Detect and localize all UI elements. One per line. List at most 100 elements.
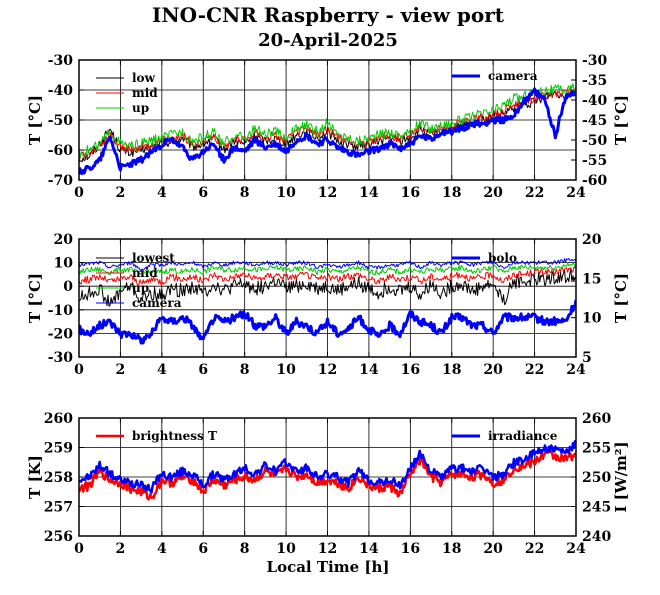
- series-line-up: [79, 82, 576, 159]
- x-tick-label: 18: [442, 185, 461, 201]
- panel-bottom: 0 2 4 6 8 10 12 14 16 18 20 22 242562572582592602402…: [26, 411, 630, 557]
- x-tick-label: 8: [240, 185, 250, 201]
- x-tick-label: 6: [198, 185, 208, 201]
- figure-title: INO-CNR Raspberry - view port: [152, 3, 505, 27]
- x-tick-label: 0: [74, 362, 84, 378]
- y-right-tick-label: -55: [582, 153, 607, 169]
- series-line-low: [79, 90, 576, 163]
- y-left-tick-label: 257: [44, 500, 73, 516]
- x-tick-label: 24: [566, 362, 586, 378]
- x-tick-label: 8: [240, 541, 250, 557]
- panel-middle: 0 2 4 6 8 10 12 14 16 18 20 22 24-30-20-100102051015…: [26, 232, 630, 378]
- y-left-tick-label: -10: [48, 303, 74, 319]
- legend-label: up: [132, 281, 149, 295]
- y-left-tick-label: 256: [44, 529, 73, 545]
- series-line-lowest: [79, 268, 576, 307]
- x-tick-label: 10: [276, 362, 296, 378]
- y-right-tick-label: -30: [582, 53, 608, 69]
- y-right-label: T [°C]: [612, 273, 630, 323]
- y-left-label: T [K]: [26, 455, 44, 499]
- x-tick-label: 18: [442, 362, 461, 378]
- x-tick-label: 8: [240, 362, 250, 378]
- x-tick-label: 16: [401, 362, 420, 378]
- legend-label: bolo: [488, 251, 517, 265]
- legend-label: brightness T: [132, 429, 217, 443]
- y-left-label: T [°C]: [26, 95, 44, 145]
- legend-label: up: [132, 101, 149, 115]
- y-right-tick-label: 240: [582, 529, 611, 545]
- y-right-label: I [W/m²]: [612, 441, 630, 512]
- series-line-brightness-T: [79, 449, 576, 501]
- x-tick-label: 20: [483, 541, 503, 557]
- y-left-tick-label: -40: [48, 83, 74, 99]
- x-axis-label: Local Time [h]: [267, 558, 390, 576]
- y-left-tick-label: -50: [48, 113, 74, 129]
- y-right-tick-label: -40: [582, 93, 608, 109]
- x-tick-label: 12: [318, 185, 337, 201]
- x-tick-label: 2: [116, 541, 126, 557]
- figure-subtitle: 20-April-2025: [258, 30, 398, 51]
- x-tick-label: 0: [74, 541, 84, 557]
- legend-label: low: [132, 71, 156, 85]
- y-right-tick-label: 245: [582, 500, 611, 516]
- panels: 0 2 4 6 8 10 12 14 16 18 20 22 24-70-60-50-40-30-60-…: [26, 53, 630, 557]
- legend-label: mid: [132, 266, 158, 280]
- series-line-mid: [79, 86, 576, 160]
- legend-label: camera: [132, 296, 182, 310]
- legend-label: camera: [488, 69, 538, 83]
- series-line-bolo: [79, 299, 576, 345]
- y-right-label: T [°C]: [612, 95, 630, 145]
- x-tick-label: 16: [401, 541, 420, 557]
- y-right-tick-label: -35: [582, 73, 607, 89]
- y-left-tick-label: -30: [48, 350, 74, 366]
- series-group: [79, 258, 576, 345]
- y-left-tick-label: 258: [44, 470, 73, 486]
- x-tick-label: 24: [566, 185, 586, 201]
- y-right-tick-label: 10: [582, 311, 602, 327]
- series-group: [79, 82, 576, 175]
- y-left-tick-label: 259: [44, 441, 73, 457]
- y-left-tick-label: -60: [48, 143, 74, 159]
- y-left-tick-label: 0: [63, 279, 73, 295]
- y-right-tick-label: 260: [582, 411, 611, 427]
- x-tick-label: 6: [198, 362, 208, 378]
- legend-label: irradiance: [488, 429, 558, 443]
- y-left-tick-label: 20: [54, 232, 74, 248]
- y-right-tick-label: 20: [582, 232, 602, 248]
- x-tick-label: 4: [157, 541, 167, 557]
- x-tick-label: 6: [198, 541, 208, 557]
- x-tick-label: 12: [318, 362, 337, 378]
- y-right-tick-label: 255: [582, 441, 611, 457]
- series-line-mid: [79, 266, 576, 286]
- x-tick-label: 20: [483, 185, 503, 201]
- x-tick-label: 4: [157, 185, 167, 201]
- x-tick-label: 4: [157, 362, 167, 378]
- y-right-tick-label: 250: [582, 470, 611, 486]
- x-tick-label: 14: [359, 362, 379, 378]
- y-right-tick-label: -50: [582, 133, 608, 149]
- x-tick-label: 14: [359, 185, 379, 201]
- x-tick-label: 22: [525, 541, 544, 557]
- y-right-tick-label: -60: [582, 173, 608, 189]
- y-left-label: T [°C]: [26, 273, 44, 323]
- series-line-camera: [79, 258, 576, 271]
- legend-label: lowest: [132, 251, 175, 265]
- x-tick-label: 22: [525, 185, 544, 201]
- y-right-tick-label: 15: [582, 271, 601, 287]
- x-tick-label: 0: [74, 185, 84, 201]
- x-tick-label: 10: [276, 185, 296, 201]
- x-tick-label: 22: [525, 362, 544, 378]
- y-left-tick-label: -30: [48, 53, 74, 69]
- y-left-tick-label: -20: [48, 326, 74, 342]
- legend-label: mid: [132, 86, 158, 100]
- y-left-tick-label: -70: [48, 173, 74, 189]
- series-line-up: [79, 262, 576, 277]
- x-tick-label: 16: [401, 185, 420, 201]
- x-tick-label: 20: [483, 362, 503, 378]
- x-tick-label: 24: [566, 541, 586, 557]
- y-right-tick-label: -45: [582, 113, 607, 129]
- x-tick-label: 14: [359, 541, 379, 557]
- x-tick-label: 18: [442, 541, 461, 557]
- series-line-camera: [79, 87, 576, 175]
